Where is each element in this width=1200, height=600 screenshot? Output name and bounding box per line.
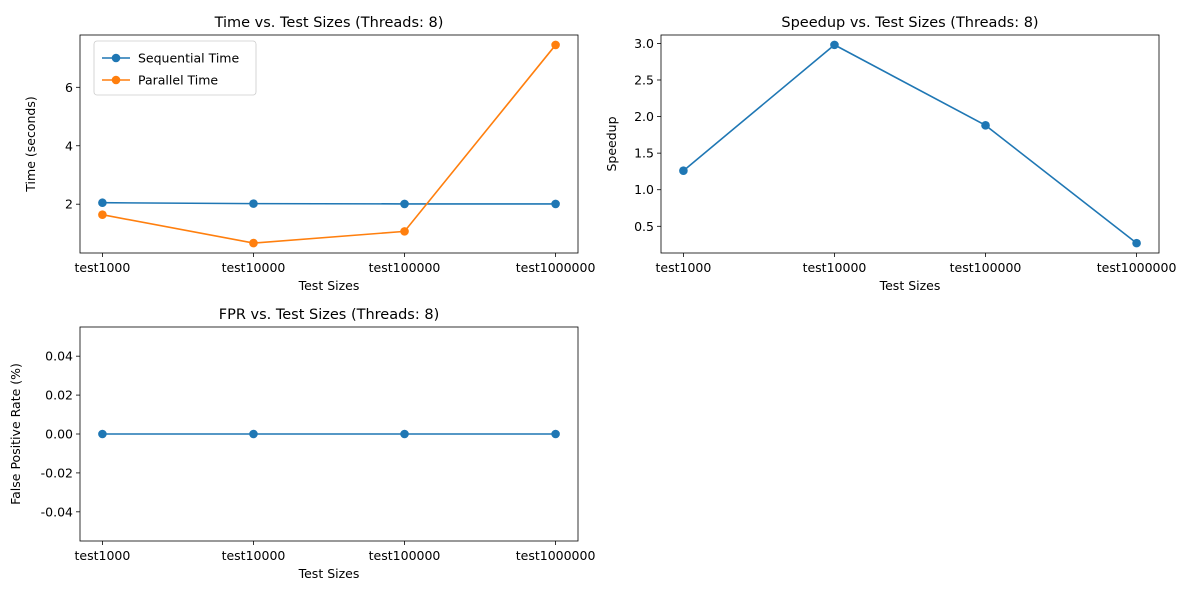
legend-marker <box>111 53 121 63</box>
y-tick-label: -0.04 <box>41 504 73 519</box>
x-tick-label: test1000000 <box>516 548 596 563</box>
y-tick-label: 1.5 <box>634 146 654 161</box>
x-tick-label: test100000 <box>369 260 441 275</box>
y-axis-label: Time (seconds) <box>23 96 38 192</box>
chart-2: Speedup vs. Test Sizes (Threads: 8) test1… <box>604 15 1176 293</box>
data-point <box>249 238 258 248</box>
y-tick-label: 4 <box>65 138 73 153</box>
x-tick-label: test10000 <box>803 260 867 275</box>
x-axis-label: Test Sizes <box>298 278 360 293</box>
chart-1: Time vs. Test Sizes (Threads: 8) test1000… <box>23 15 595 293</box>
y-tick-label: 6 <box>65 80 73 95</box>
data-point <box>1132 238 1141 248</box>
x-tick-label: test1000000 <box>1097 260 1177 275</box>
x-tick-label: test100000 <box>369 548 441 563</box>
y-tick-label: 2.0 <box>634 109 654 124</box>
data-point <box>98 429 107 439</box>
data-point <box>400 429 409 439</box>
data-point <box>981 121 990 130</box>
plot-frame <box>660 34 1160 254</box>
data-point <box>551 199 560 209</box>
legend-marker <box>111 75 121 85</box>
chart-3: FPR vs. Test Sizes (Threads: 8) test1000 t… <box>8 307 595 581</box>
plot-frame <box>79 34 579 254</box>
data-point <box>551 40 560 50</box>
x-tick-label: test10000 <box>222 548 286 563</box>
y-axis-label: Speedup <box>604 116 619 171</box>
data-point <box>98 198 107 208</box>
series-line-1 <box>102 201 556 205</box>
y-tick-label: -0.02 <box>41 465 73 480</box>
data-point <box>98 210 107 220</box>
y-axis-label: False Positive Rate (%) <box>8 363 23 505</box>
x-tick-label: test10000 <box>222 260 286 275</box>
legend-box <box>93 40 257 96</box>
data-point <box>830 40 839 50</box>
series-line-1 <box>682 43 1138 244</box>
y-tick-label: 0.00 <box>45 427 73 442</box>
data-point <box>400 227 409 236</box>
y-tick-label: 3.0 <box>634 36 654 51</box>
data-point <box>551 429 560 439</box>
series-line-2 <box>102 44 557 244</box>
chart-title: Time vs. Test Sizes (Threads: 8) <box>214 15 444 31</box>
x-tick-label: test1000000 <box>516 260 596 275</box>
x-axis-label: Test Sizes <box>298 566 360 581</box>
legend-label: Sequential Time <box>138 51 239 66</box>
y-tick-label: 2 <box>65 197 73 212</box>
y-tick-label: 2.5 <box>634 72 654 87</box>
y-tick-label: 0.02 <box>45 388 73 403</box>
x-tick-label: test1000 <box>655 260 711 275</box>
chart-title: FPR vs. Test Sizes (Threads: 8) <box>219 307 440 323</box>
data-point <box>249 199 258 208</box>
x-axis-label: Test Sizes <box>879 278 941 293</box>
data-point <box>400 199 409 209</box>
y-tick-label: 1.0 <box>634 182 654 197</box>
chart-title: Speedup vs. Test Sizes (Threads: 8) <box>781 15 1038 31</box>
x-tick-label: test1000 <box>74 548 130 563</box>
x-tick-label: test1000 <box>74 260 130 275</box>
legend-label: Parallel Time <box>138 73 218 88</box>
data-point <box>679 166 688 176</box>
y-tick-label: 0.04 <box>45 349 73 364</box>
y-tick-label: 0.5 <box>634 219 654 234</box>
x-tick-label: test100000 <box>950 260 1022 275</box>
legend: Sequential Time Parallel Time <box>93 40 257 96</box>
data-point <box>249 429 258 439</box>
